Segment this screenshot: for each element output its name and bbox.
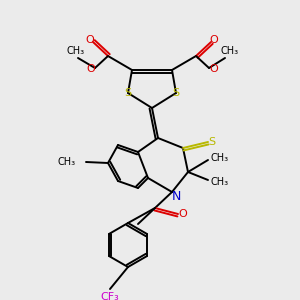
Text: N: N [171,190,181,203]
Text: O: O [85,35,94,45]
Text: S: S [208,137,216,147]
Text: S: S [124,88,132,98]
Text: CH₃: CH₃ [211,177,229,187]
Text: O: O [87,64,95,74]
Text: O: O [178,209,188,219]
Text: O: O [210,35,218,45]
Text: O: O [210,64,218,74]
Text: CH₃: CH₃ [221,46,239,56]
Text: CH₃: CH₃ [67,46,85,56]
Text: CF₃: CF₃ [100,292,119,300]
Text: CH₃: CH₃ [211,153,229,163]
Text: CH₃: CH₃ [58,157,76,167]
Text: S: S [172,88,180,98]
